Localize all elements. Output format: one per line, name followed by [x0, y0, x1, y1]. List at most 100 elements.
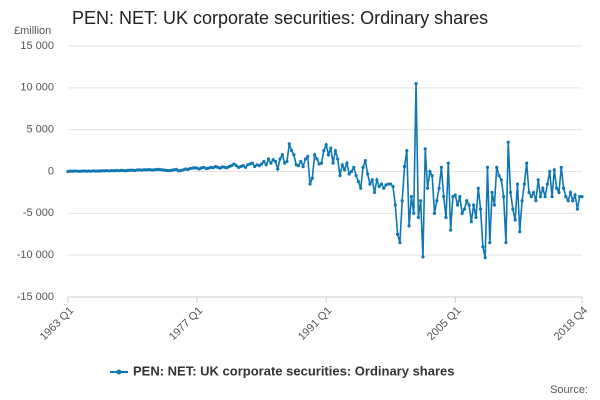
point: [142, 168, 146, 172]
point: [543, 195, 547, 199]
point: [423, 147, 427, 151]
point: [352, 165, 356, 169]
point: [428, 169, 432, 174]
point: [499, 178, 503, 182]
point: [409, 195, 414, 199]
y-tick-label: 5 000: [26, 124, 54, 136]
point: [557, 190, 561, 195]
point: [354, 174, 358, 178]
point: [492, 203, 497, 207]
point: [488, 241, 492, 245]
point: [174, 167, 178, 172]
point: [502, 195, 506, 199]
point: [114, 168, 119, 173]
chart-title: PEN: NET: UK corporate securities: Ordin…: [72, 8, 488, 28]
point: [548, 169, 552, 174]
point: [324, 143, 328, 147]
point: [407, 224, 411, 228]
point: [283, 161, 287, 165]
point: [287, 142, 291, 146]
point: [329, 146, 333, 150]
point: [520, 199, 524, 203]
point: [322, 148, 326, 153]
point: [442, 195, 446, 199]
x-tick-label: 1977 Q1: [167, 305, 205, 343]
point: [234, 164, 238, 168]
point: [130, 168, 135, 172]
point: [430, 174, 434, 178]
point: [68, 169, 72, 173]
point: [285, 159, 289, 164]
point: [575, 207, 579, 211]
point: [73, 169, 77, 173]
point: [359, 186, 363, 190]
point: [481, 245, 485, 249]
point: [158, 167, 162, 172]
point: [508, 190, 513, 195]
point: [333, 148, 337, 153]
point: [117, 169, 121, 173]
point: [490, 190, 494, 195]
point: [292, 153, 296, 157]
point: [462, 207, 467, 211]
point: [389, 182, 393, 186]
point: [402, 164, 407, 169]
point: [301, 164, 305, 169]
point: [446, 161, 450, 165]
point: [356, 179, 361, 184]
point: [437, 186, 441, 190]
point: [511, 207, 515, 211]
point: [303, 157, 308, 161]
point: [382, 186, 386, 190]
point: [241, 164, 245, 168]
point: [156, 167, 160, 172]
point: [84, 169, 89, 173]
point: [326, 153, 331, 157]
point: [243, 165, 248, 169]
point: [105, 169, 109, 173]
point: [534, 199, 538, 203]
point: [377, 184, 381, 189]
point: [280, 153, 284, 157]
point: [478, 207, 483, 211]
x-tick-label: 1991 Q1: [296, 305, 334, 343]
point: [370, 178, 374, 182]
point: [419, 199, 423, 203]
point: [483, 256, 487, 260]
point: [372, 190, 377, 195]
y-tick-label: -5 000: [23, 207, 54, 219]
point: [271, 158, 275, 162]
point: [472, 203, 476, 207]
point: [529, 195, 533, 199]
point: [128, 168, 132, 172]
point: [561, 186, 566, 190]
point: [94, 169, 98, 173]
point: [338, 174, 342, 178]
point: [451, 195, 455, 199]
point: [578, 195, 582, 199]
point: [266, 157, 271, 161]
point: [137, 168, 142, 172]
point: [336, 157, 340, 161]
point: [262, 159, 266, 164]
point: [465, 199, 469, 203]
point: [91, 169, 95, 173]
point: [515, 182, 520, 186]
point: [313, 153, 317, 157]
y-tick-label: 0: [48, 165, 54, 177]
source: Source:: [550, 384, 588, 396]
point: [559, 165, 563, 169]
point: [396, 232, 400, 236]
point: [276, 167, 280, 171]
point: [412, 211, 416, 215]
point: [361, 165, 365, 169]
point: [289, 148, 294, 153]
point: [474, 215, 478, 220]
point: [580, 195, 584, 199]
point: [536, 178, 540, 182]
point: [110, 168, 114, 173]
point: [497, 174, 501, 178]
point: [414, 82, 418, 86]
point: [119, 168, 123, 173]
